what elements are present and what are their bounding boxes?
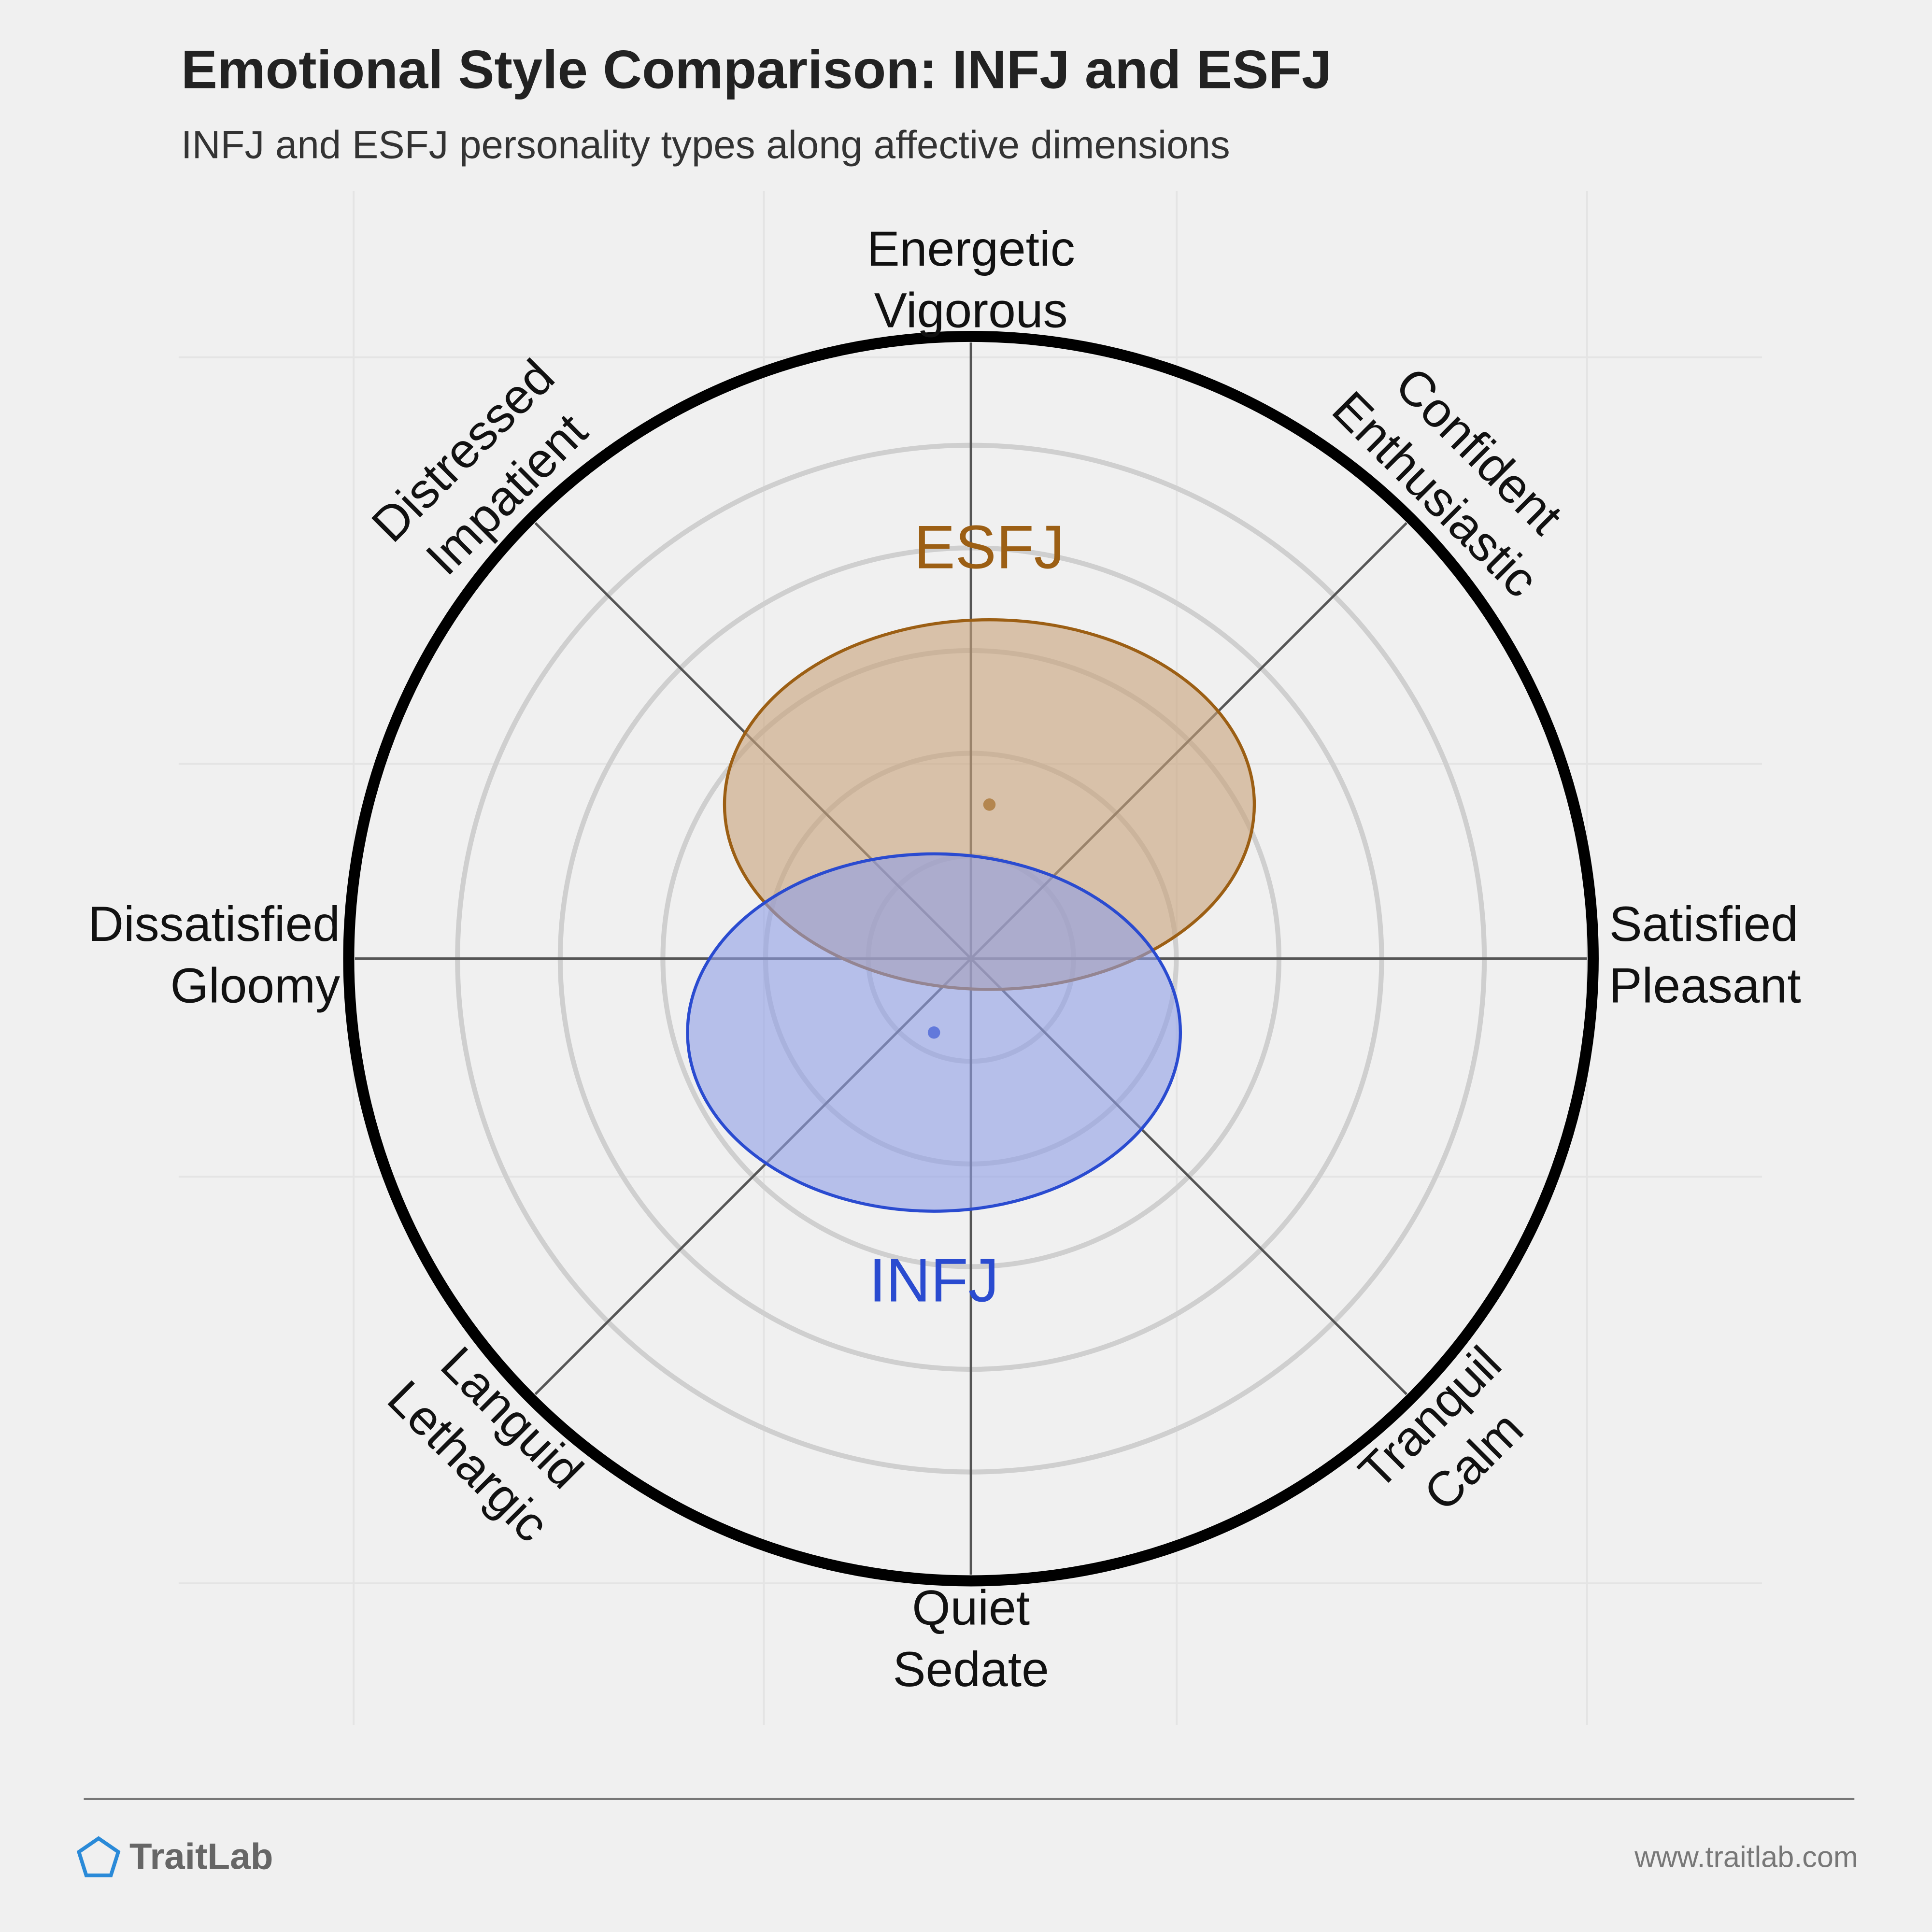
axis-label-line: Sedate [893, 1642, 1049, 1697]
axis-label-line: Gloomy [170, 958, 341, 1013]
axis-label-line: Pleasant [1609, 958, 1801, 1013]
type-center [927, 1026, 940, 1039]
axis-label-line: Satisfied [1609, 896, 1798, 952]
brand-name: TraitLab [129, 1836, 273, 1877]
chart-subtitle: INFJ and ESFJ personality types along af… [181, 123, 1230, 167]
type-label: ESFJ [914, 513, 1065, 582]
type-label: INFJ [869, 1246, 999, 1315]
logo-icon [76, 1836, 121, 1877]
website-url: www.traitlab.com [1634, 1841, 1858, 1874]
type-center [983, 798, 996, 811]
chart-title: Emotional Style Comparison: INFJ and ESF… [181, 39, 1332, 100]
outer-ring [343, 330, 1599, 1587]
axis-label-line: Dissatisfied [88, 896, 340, 952]
axis-label-line: Vigorous [874, 283, 1068, 338]
axis-label-line: Quiet [912, 1580, 1030, 1635]
axis-label-line: Energetic [867, 221, 1075, 276]
